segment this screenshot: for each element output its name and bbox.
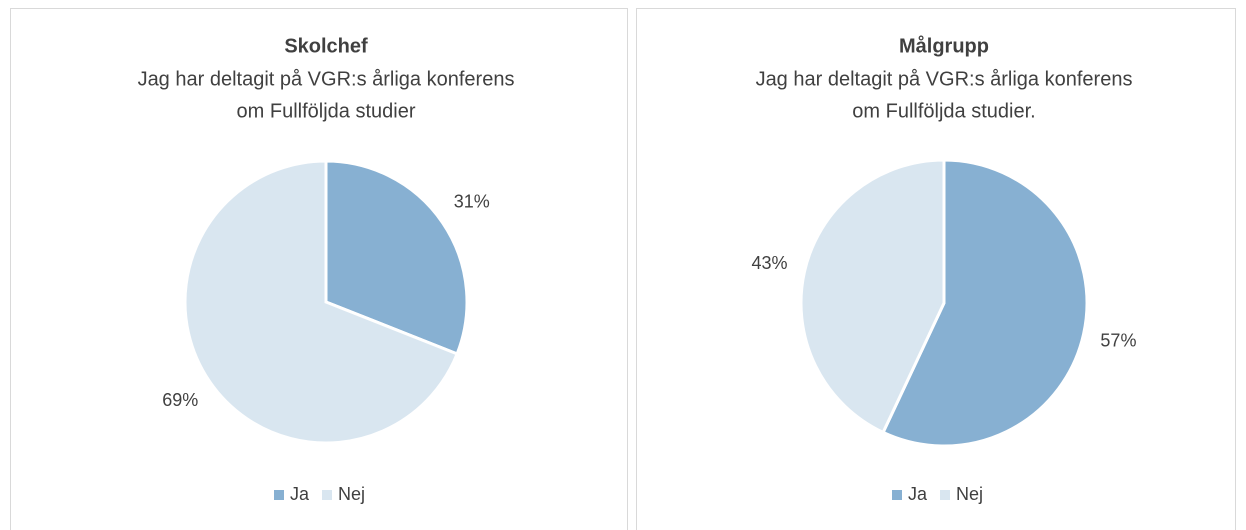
legend-label: Ja [290,484,310,504]
data-label: 69% [162,390,198,410]
data-label: 31% [454,192,490,212]
legend-label: Nej [956,484,983,504]
pie-slice [881,158,1089,448]
chart-subtitle: om Fullföljda studier [237,100,416,122]
legend-swatch [940,490,950,500]
chart-title: Målgrupp [899,34,989,57]
data-label: 43% [752,253,788,273]
legend-swatch [892,490,902,500]
legend-swatch [322,490,332,500]
chart-title: Skolchef [284,35,368,57]
pie-slice [799,158,946,435]
legend-swatch [274,490,284,500]
pie-slice [183,159,460,445]
chart-subtitle: Jag har deltagit på VGR:s årliga konfere… [138,68,515,90]
panel-border [636,8,1236,530]
panel-border [10,8,628,530]
legend-label: Nej [338,484,365,504]
legend-label: Ja [908,484,928,504]
chart-subtitle: om Fullföljda studier. [852,100,1035,122]
chart-subtitle: Jag har deltagit på VGR:s årliga konfere… [756,68,1133,90]
pie-slice [324,159,469,356]
data-label: 57% [1100,331,1136,351]
